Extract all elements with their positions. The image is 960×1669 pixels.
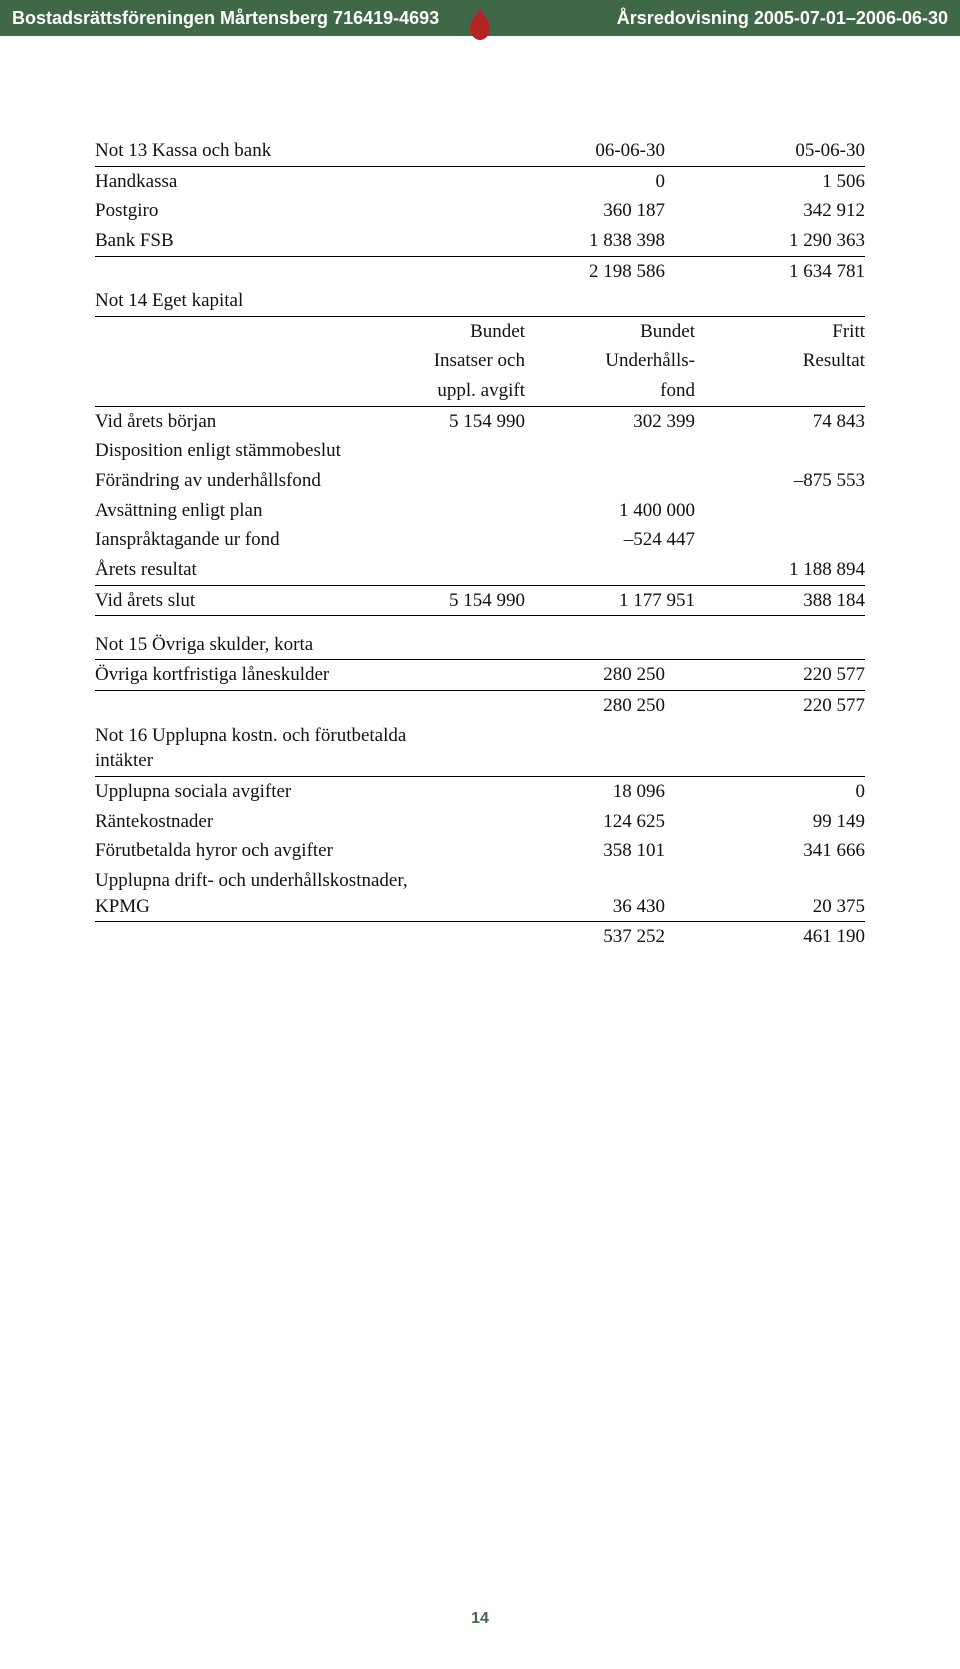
table-cell: 360 187 (465, 196, 665, 226)
table-cell: 1 838 398 (465, 226, 665, 256)
not13-total-c2: 2 198 586 (465, 256, 665, 286)
table-cell: Postgiro (95, 196, 465, 226)
not16-table: Not 16 Upplupna kostn. och förutbetalda … (95, 721, 865, 952)
table-cell: 74 843 (695, 406, 865, 436)
table-cell: Vid årets början (95, 406, 355, 436)
table-cell: Förutbetalda hyror och avgifter (95, 836, 465, 866)
table-cell: –524 447 (525, 525, 695, 555)
table-cell: 99 149 (665, 807, 865, 837)
table-cell: 1 506 (665, 166, 865, 196)
table-cell: 0 (665, 776, 865, 806)
table-cell: Årets resultat (95, 555, 355, 585)
not13-title: Not 13 Kassa och bank (95, 136, 465, 166)
header-left: Bostadsrättsföreningen Mårtensberg 71641… (12, 8, 439, 29)
table-cell: Upplupna drift- och underhållskostnader,… (95, 866, 465, 922)
table-cell: 220 577 (665, 660, 865, 691)
page-body: Not 13 Kassa och bank 06-06-30 05-06-30 … (0, 36, 960, 952)
not15-total-c2: 280 250 (465, 691, 665, 721)
not16-total-c2: 537 252 (465, 922, 665, 952)
table-cell: Disposition enligt stämmobeslut (95, 436, 355, 466)
table-cell: 124 625 (465, 807, 665, 837)
table-cell: 20 375 (665, 866, 865, 922)
table-cell: 302 399 (525, 406, 695, 436)
table-cell: 358 101 (465, 836, 665, 866)
table-cell: 342 912 (665, 196, 865, 226)
table-cell: Upplupna sociala avgifter (95, 776, 465, 806)
table-cell: Fritt (695, 316, 865, 346)
table-cell: Bank FSB (95, 226, 465, 256)
table-cell: 341 666 (665, 836, 865, 866)
not13-h2: 06-06-30 (465, 136, 665, 166)
table-cell: Ianspråktagande ur fond (95, 525, 355, 555)
not13-table: Not 13 Kassa och bank 06-06-30 05-06-30 … (95, 136, 865, 286)
table-cell: uppl. avgift (355, 376, 525, 406)
table-cell: Underhålls- (525, 346, 695, 376)
table-cell: 5 154 990 (355, 406, 525, 436)
table-cell: 1 400 000 (525, 496, 695, 526)
not14-table: Not 14 Eget kapital Bundet Bundet Fritt … (95, 286, 865, 630)
table-cell: Räntekostnader (95, 807, 465, 837)
table-cell: Övriga kortfristiga låneskulder (95, 660, 465, 691)
not15-total-c3: 220 577 (665, 691, 865, 721)
table-cell: Resultat (695, 346, 865, 376)
table-cell: Förändring av underhållsfond (95, 466, 355, 496)
table-cell: Insatser och (355, 346, 525, 376)
not14-title: Not 14 Eget kapital (95, 286, 355, 316)
header-bar: Bostadsrättsföreningen Mårtensberg 71641… (0, 0, 960, 36)
table-cell: Bundet (355, 316, 525, 346)
table-cell: 280 250 (465, 660, 665, 691)
not15-title: Not 15 Övriga skulder, korta (95, 630, 465, 660)
table-cell: 0 (465, 166, 665, 196)
not15-table: Not 15 Övriga skulder, korta Övriga kort… (95, 630, 865, 721)
not13-h3: 05-06-30 (665, 136, 865, 166)
page-number: 14 (0, 1610, 960, 1628)
table-cell: –875 553 (695, 466, 865, 496)
table-cell: fond (525, 376, 695, 406)
table-cell: Bundet (525, 316, 695, 346)
table-cell (695, 376, 865, 406)
table-cell: 1 290 363 (665, 226, 865, 256)
table-cell: 1 177 951 (525, 585, 695, 616)
table-cell: Avsättning enligt plan (95, 496, 355, 526)
header-right: Årsredovisning 2005-07-01–2006-06-30 (617, 8, 948, 29)
table-cell: 388 184 (695, 585, 865, 616)
table-cell: 18 096 (465, 776, 665, 806)
table-cell: Handkassa (95, 166, 465, 196)
table-cell: Vid årets slut (95, 585, 355, 616)
table-cell: 1 188 894 (695, 555, 865, 585)
table-cell: 5 154 990 (355, 585, 525, 616)
not16-total-c3: 461 190 (665, 922, 865, 952)
not16-title: Not 16 Upplupna kostn. och förutbetalda … (95, 721, 465, 777)
table-cell: 36 430 (465, 866, 665, 922)
not13-total-c3: 1 634 781 (665, 256, 865, 286)
header-logo-icon (458, 2, 502, 51)
